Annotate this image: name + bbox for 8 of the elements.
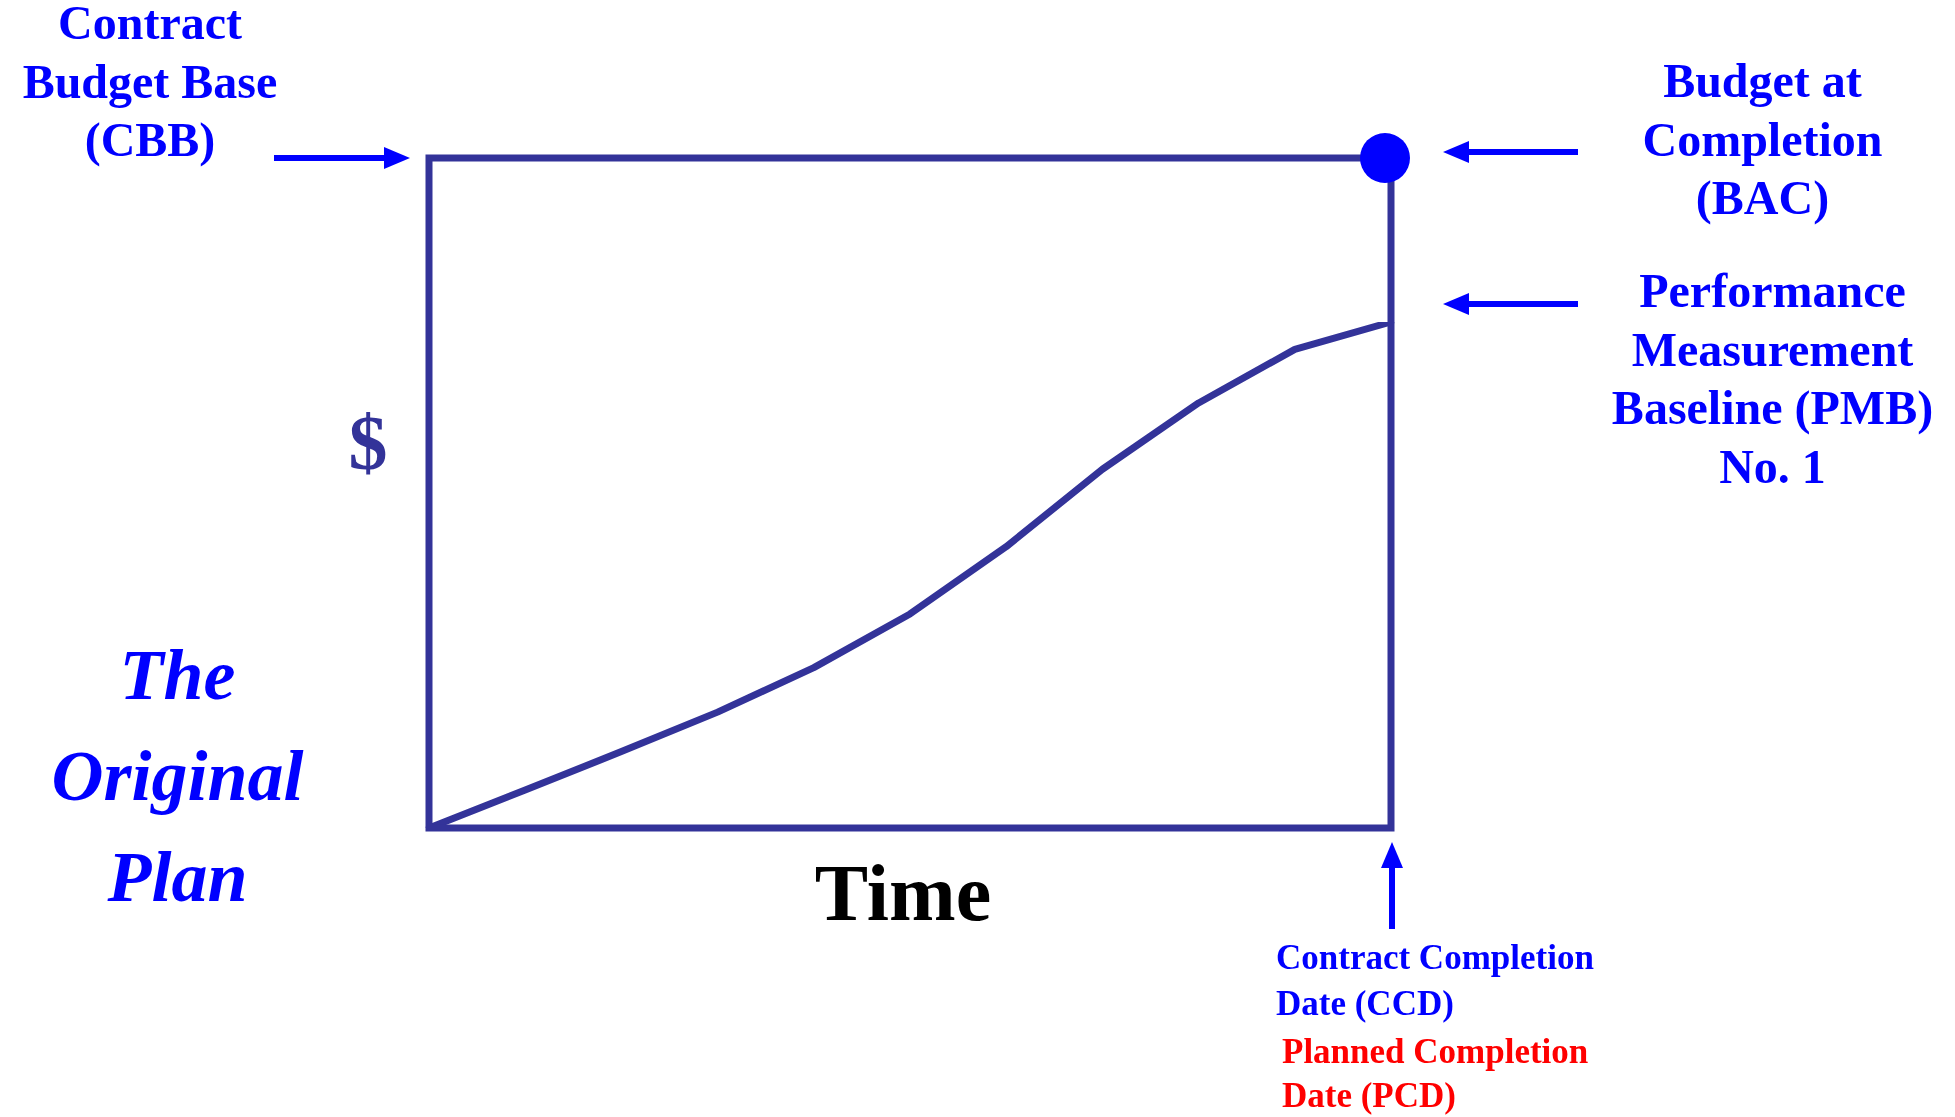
text: Contract Completion Date (CCD): [1276, 937, 1595, 1025]
y-axis-title: $: [347, 398, 389, 488]
x-axis-title: Time: [813, 848, 993, 939]
text: Contract Budget Base (CBB): [21, 0, 279, 169]
text: The Original Plan: [50, 634, 305, 919]
text: Planned Completion Date (PCD): [1282, 1031, 1590, 1117]
text: Budget at Completion (BAC): [1641, 53, 1884, 227]
text: Performance Measurement Baseline (PMB) No. 1: [1610, 263, 1935, 495]
